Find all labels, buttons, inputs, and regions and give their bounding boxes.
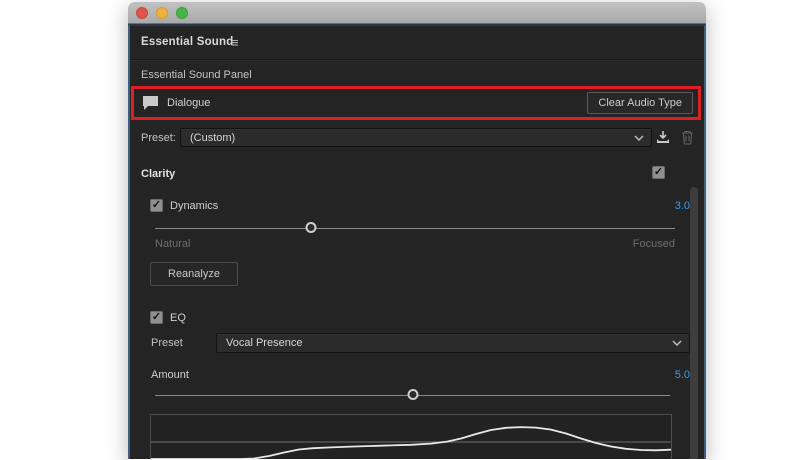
eq-label: EQ — [170, 312, 186, 324]
dynamics-slider[interactable] — [155, 222, 675, 233]
preset-dropdown-value: (Custom) — [190, 131, 236, 144]
dynamics-slider-thumb[interactable] — [305, 222, 317, 233]
dynamics-label: Dynamics — [170, 200, 219, 212]
speech-bubble-icon — [143, 96, 158, 110]
eq-preset-label: Preset — [151, 337, 183, 349]
chevron-down-icon — [634, 134, 644, 141]
eq-preset-dropdown-value: Vocal Presence — [226, 337, 303, 349]
close-window-button[interactable] — [136, 6, 148, 19]
minimize-window-button[interactable] — [156, 6, 168, 19]
vertical-scrollbar[interactable] — [690, 187, 698, 459]
window-titlebar[interactable] — [128, 2, 706, 24]
eq-amount-slider-thumb[interactable] — [407, 389, 418, 400]
save-preset-button[interactable] — [654, 128, 672, 147]
trash-icon — [681, 130, 693, 145]
eq-curve-line — [150, 426, 672, 459]
zoom-window-button[interactable] — [176, 6, 188, 19]
delete-preset-button[interactable] — [678, 128, 696, 147]
eq-frequency-graph[interactable] — [150, 414, 672, 459]
eq-checkbox[interactable] — [150, 311, 163, 324]
eq-amount-value[interactable]: 5.0 — [674, 369, 690, 381]
clear-audio-type-button[interactable]: Clear Audio Type — [587, 92, 693, 114]
audio-type-label: Dialogue — [167, 97, 211, 109]
eq-amount-slider[interactable] — [155, 389, 670, 400]
dynamics-checkbox[interactable] — [150, 199, 163, 212]
eq-amount-label: Amount — [151, 369, 189, 381]
dynamics-max-label: Focused — [632, 238, 675, 250]
preset-label: Preset: — [141, 132, 176, 144]
preset-dropdown[interactable]: (Custom) — [180, 128, 652, 147]
reanalyze-button[interactable]: Reanalyze — [150, 262, 238, 286]
clarity-checkbox[interactable] — [652, 166, 665, 179]
essential-sound-window: Essential Sound Essential Sound Panel Di… — [128, 2, 706, 460]
save-preset-icon — [657, 131, 669, 143]
audio-type-row-highlight: Dialogue Clear Audio Type — [131, 86, 701, 120]
panel-tab-bar — [130, 26, 704, 60]
chevron-down-icon — [672, 340, 682, 346]
dynamics-min-label: Natural — [155, 238, 191, 250]
panel-menu-icon[interactable] — [231, 35, 239, 50]
eq-preset-dropdown[interactable]: Vocal Presence — [216, 333, 690, 353]
panel-header-title: Essential Sound Panel — [141, 69, 252, 81]
clarity-section-title: Clarity — [141, 168, 176, 180]
dynamics-value[interactable]: 3.0 — [674, 200, 690, 212]
eq-curve — [150, 426, 672, 459]
essential-sound-panel: Essential Sound Essential Sound Panel Di… — [128, 24, 706, 459]
tab-essential-sound[interactable]: Essential Sound — [141, 36, 234, 48]
